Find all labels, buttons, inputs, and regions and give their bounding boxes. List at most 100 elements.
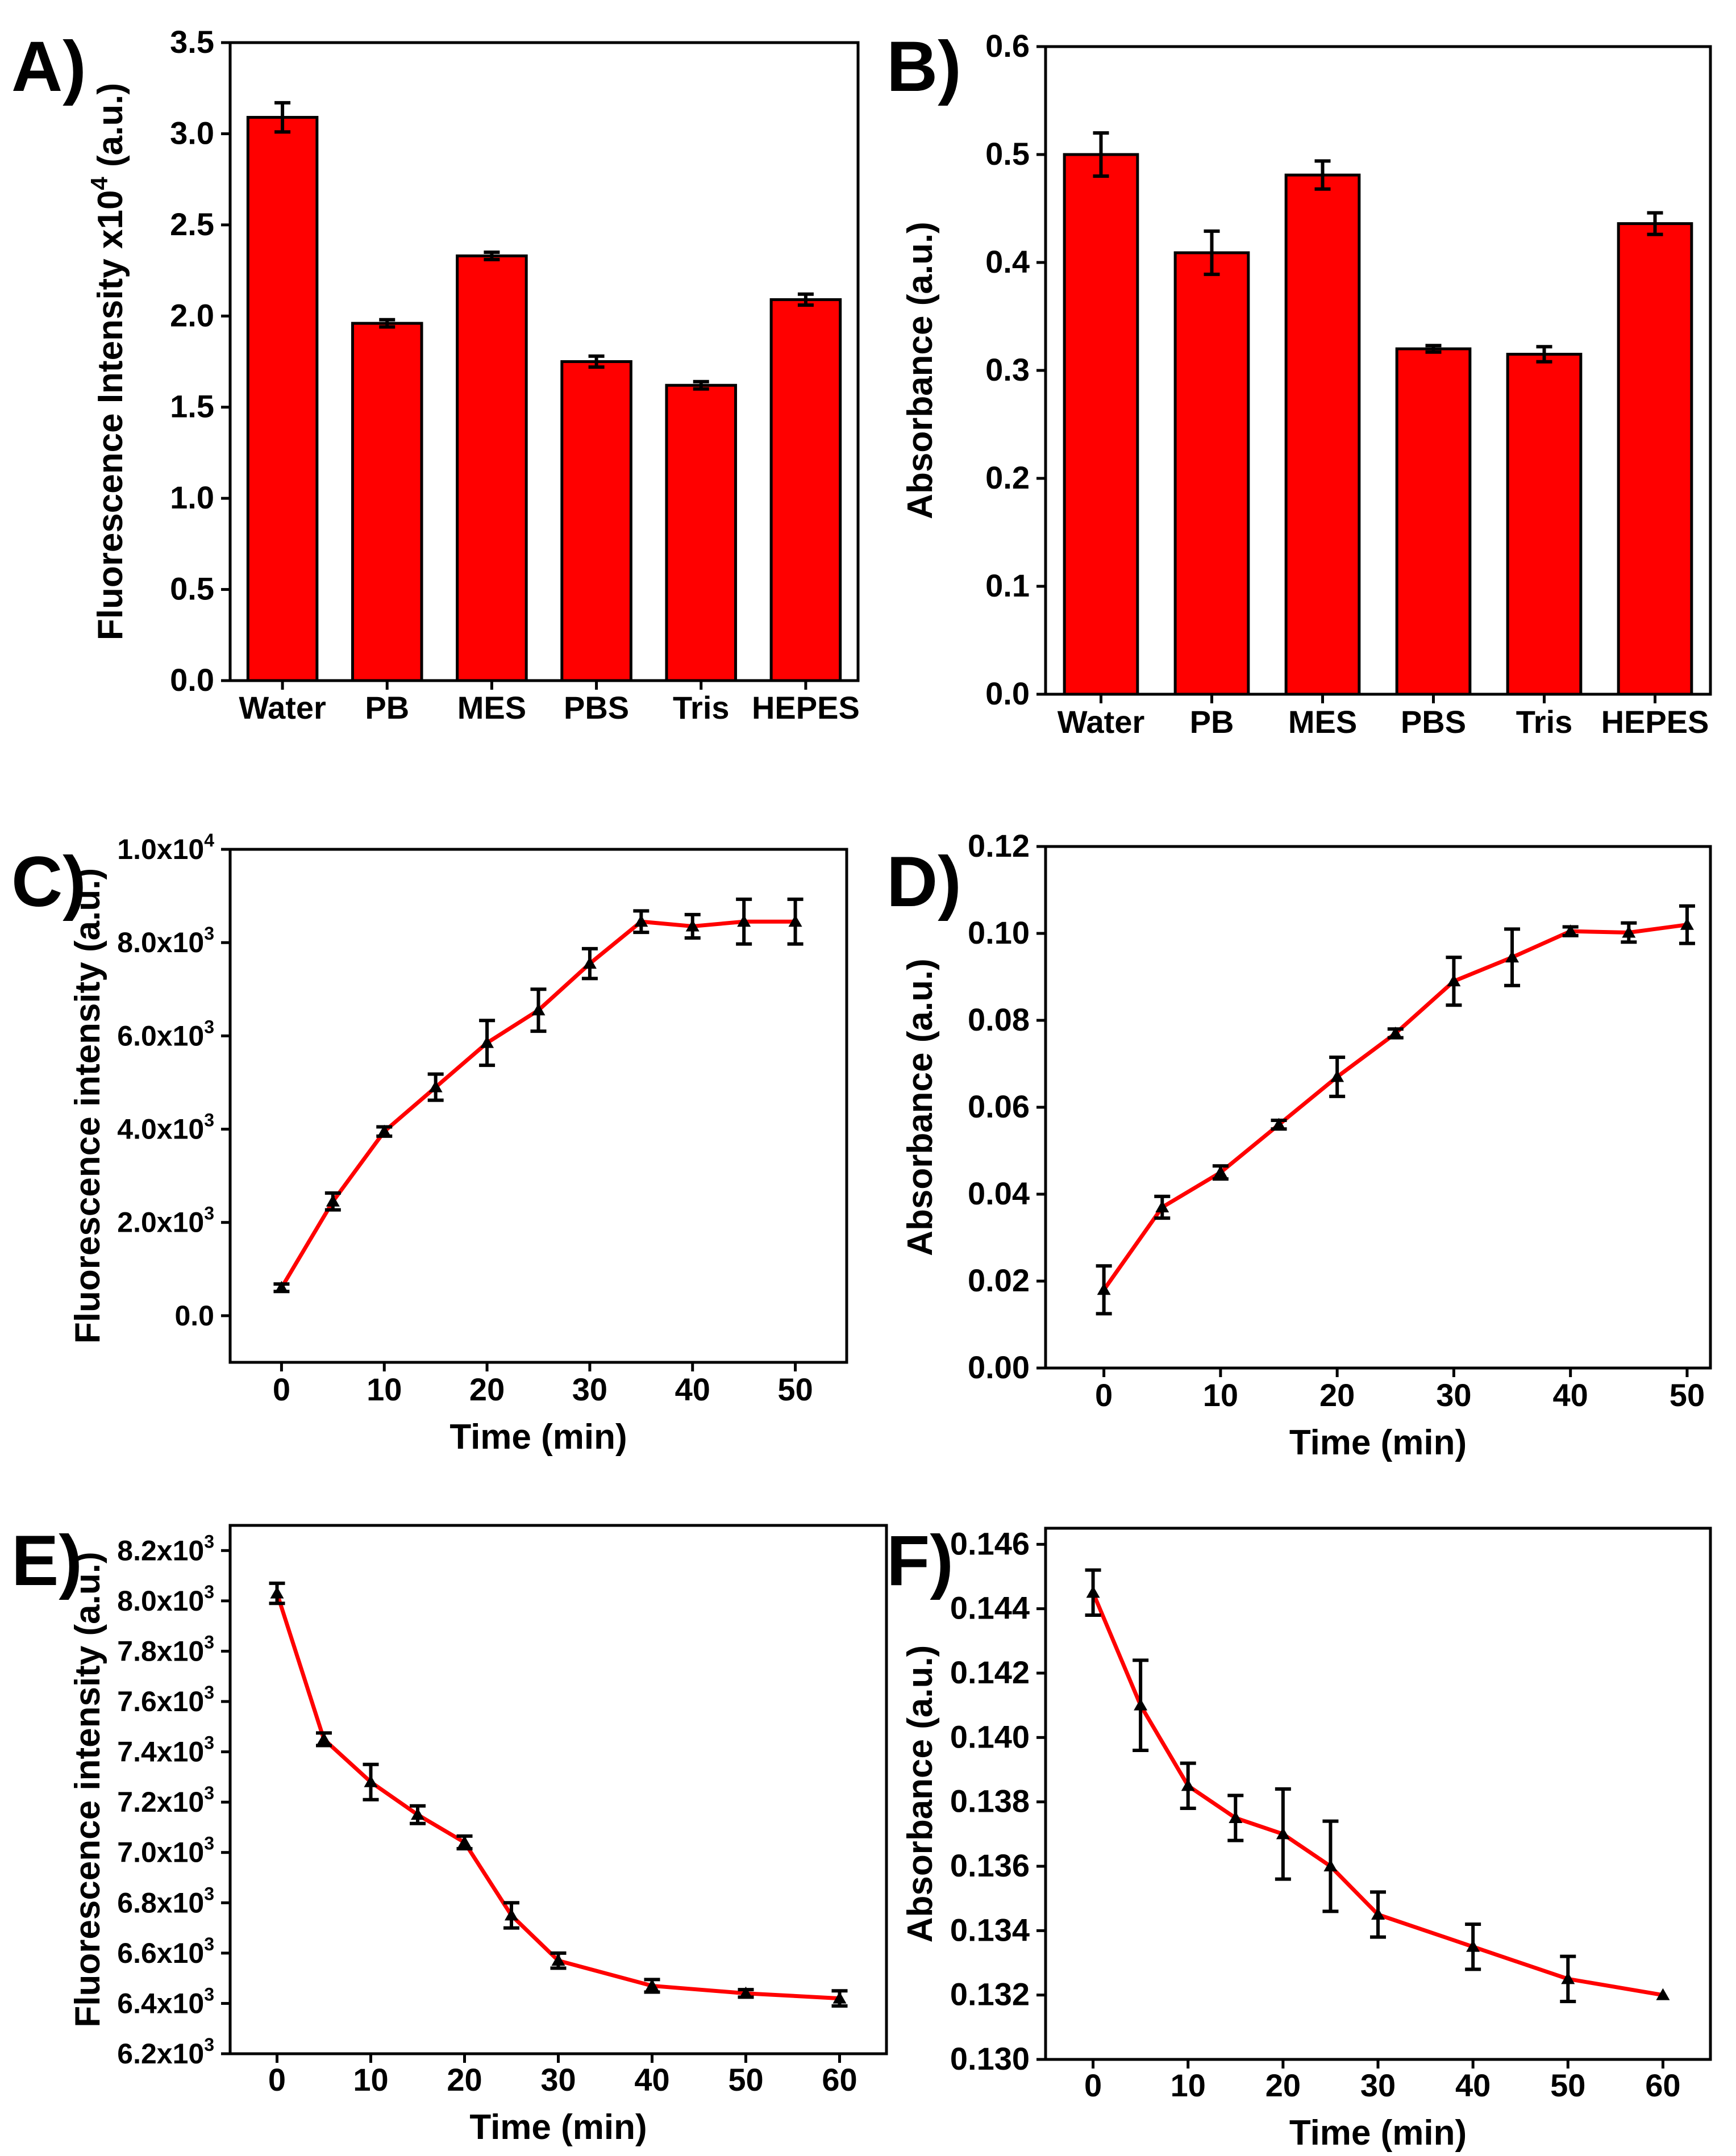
data-point bbox=[551, 1954, 565, 1966]
data-point bbox=[364, 1775, 378, 1787]
x-tick-label: 0 bbox=[273, 1371, 290, 1407]
x-tick-label: 20 bbox=[469, 1371, 505, 1407]
x-tick-label: 0 bbox=[1084, 2067, 1102, 2103]
y-tick-label: 0.0 bbox=[174, 1300, 214, 1332]
data-point bbox=[1086, 1586, 1100, 1598]
x-tick-label: 40 bbox=[675, 1371, 710, 1407]
y-tick-label: 3.5 bbox=[170, 24, 214, 60]
y-tick-label: 0.4 bbox=[985, 244, 1030, 280]
data-point bbox=[1272, 1117, 1286, 1130]
plot-frame bbox=[1044, 1527, 1712, 2061]
bar bbox=[665, 383, 738, 682]
x-tick-label: 60 bbox=[1645, 2067, 1680, 2103]
data-point bbox=[1229, 1811, 1243, 1823]
panel-d: D) 0.00 0.02 0.04 0.06 0.08 0.10 0.12 Absorbance… bbox=[886, 828, 1712, 1462]
y-tick-label: 8.2x103 bbox=[117, 1531, 214, 1566]
y-tick-label: 6.8x103 bbox=[117, 1883, 214, 1919]
x-tick-label: 20 bbox=[1319, 1377, 1355, 1413]
y-axis-title: Absorbance (a.u.) bbox=[901, 1645, 940, 1943]
x-tick-label: 50 bbox=[1550, 2067, 1585, 2103]
panel-label: A) bbox=[11, 27, 86, 106]
data-point bbox=[1622, 925, 1636, 938]
panel-b: B) 0.0 0.1 0.2 0.3 0.4 0.5 0.6 Absorbance (a.u.)… bbox=[886, 27, 1712, 740]
y-tick-label: 0.144 bbox=[950, 1590, 1030, 1626]
x-tick-label: Tris bbox=[673, 690, 730, 725]
x-axis-title: Time (min) bbox=[469, 2108, 647, 2147]
data-point bbox=[326, 1194, 340, 1207]
y-tick-label: 3.0 bbox=[170, 115, 214, 151]
data-point bbox=[1276, 1827, 1290, 1840]
data-point bbox=[1563, 924, 1577, 937]
y-axis-title: Absorbance (a.u.) bbox=[901, 958, 940, 1256]
bar bbox=[1617, 222, 1693, 696]
x-tick-label: Water bbox=[239, 690, 326, 725]
data-point bbox=[582, 957, 597, 969]
x-tick-label: 10 bbox=[367, 1371, 402, 1407]
y-tick-label: 1.0 bbox=[170, 479, 214, 515]
y-tick-label: 0.146 bbox=[950, 1525, 1030, 1561]
y-tick-label: 0.142 bbox=[950, 1654, 1030, 1690]
data-point bbox=[788, 915, 802, 927]
x-tick-label: 20 bbox=[447, 2062, 482, 2097]
y-tick-label: 0.0 bbox=[170, 662, 214, 698]
plot-frame bbox=[1044, 845, 1712, 1370]
data-point bbox=[270, 1586, 284, 1599]
x-tick-label: Water bbox=[1058, 704, 1145, 740]
bar bbox=[1063, 153, 1139, 696]
bar bbox=[1284, 173, 1361, 696]
y-tick-label: 7.4x103 bbox=[117, 1733, 214, 1768]
x-tick-label: 30 bbox=[572, 1371, 607, 1407]
y-tick-label: 2.0x103 bbox=[117, 1203, 214, 1238]
x-tick-label: 50 bbox=[777, 1371, 813, 1407]
x-tick-label: MES bbox=[457, 690, 526, 725]
y-tick-label: 7.8x103 bbox=[117, 1632, 214, 1667]
bar bbox=[1506, 353, 1583, 696]
x-tick-label: 40 bbox=[1455, 2067, 1491, 2103]
data-point bbox=[505, 1908, 518, 1921]
x-tick-label: 30 bbox=[1360, 2067, 1396, 2103]
data-point bbox=[1330, 1070, 1344, 1082]
y-axis-title: Fluorescence intensity (a.u.) bbox=[68, 1552, 107, 2027]
y-tick-label: 0.6 bbox=[985, 28, 1030, 64]
data-point bbox=[1097, 1283, 1111, 1295]
bar bbox=[1173, 251, 1250, 696]
data-point bbox=[411, 1808, 424, 1820]
data-point bbox=[1213, 1165, 1227, 1178]
plot-frame bbox=[228, 41, 860, 682]
x-tick-label: 10 bbox=[1171, 2067, 1206, 2103]
y-axis-title: Fluorescence intensity (a.u.) bbox=[68, 868, 107, 1344]
data-point bbox=[1371, 1908, 1385, 1920]
y-tick-label: 0.02 bbox=[968, 1262, 1030, 1298]
y-tick-label: 0.04 bbox=[968, 1175, 1030, 1211]
bar bbox=[769, 298, 842, 682]
y-tick-label: 0.134 bbox=[950, 1912, 1030, 1948]
x-tick-label: HEPES bbox=[1601, 704, 1709, 740]
data-point bbox=[1680, 918, 1694, 930]
data-point bbox=[1134, 1698, 1148, 1711]
data-point bbox=[274, 1281, 289, 1293]
x-tick-label: 30 bbox=[540, 2062, 576, 2097]
panel-label: D) bbox=[886, 843, 961, 921]
x-tick-label: 20 bbox=[1265, 2067, 1301, 2103]
y-tick-label: 6.6x103 bbox=[117, 1934, 214, 1969]
data-point bbox=[1447, 974, 1461, 987]
data-point bbox=[1505, 950, 1519, 963]
data-point bbox=[1155, 1200, 1169, 1212]
y-tick-label: 0.132 bbox=[950, 1976, 1030, 2012]
data-point bbox=[634, 915, 648, 927]
y-tick-label: 0.5 bbox=[985, 136, 1030, 172]
data-point bbox=[1561, 1972, 1575, 1984]
data-point bbox=[832, 1991, 847, 2004]
bar bbox=[456, 254, 528, 682]
x-tick-label: 40 bbox=[634, 2062, 669, 2097]
y-tick-label: 0.138 bbox=[950, 1783, 1030, 1819]
plot-frame bbox=[228, 848, 848, 1364]
panel-a: A) 0.0 0.5 1.0 1.5 2.0 2.5 3.0 3.5 Fluorescence I… bbox=[11, 24, 860, 725]
y-tick-label: 8.0x103 bbox=[117, 1582, 214, 1617]
panel-f: F) 0.130 0.132 0.134 0.136 0.138 0.140 0.142 0.1… bbox=[886, 1521, 1712, 2153]
data-point bbox=[1466, 1940, 1480, 1952]
panel-label: F) bbox=[886, 1521, 954, 1600]
x-tick-label: PBS bbox=[564, 690, 629, 725]
x-tick-label: 30 bbox=[1436, 1377, 1471, 1413]
y-tick-label: 6.0x103 bbox=[117, 1016, 214, 1052]
